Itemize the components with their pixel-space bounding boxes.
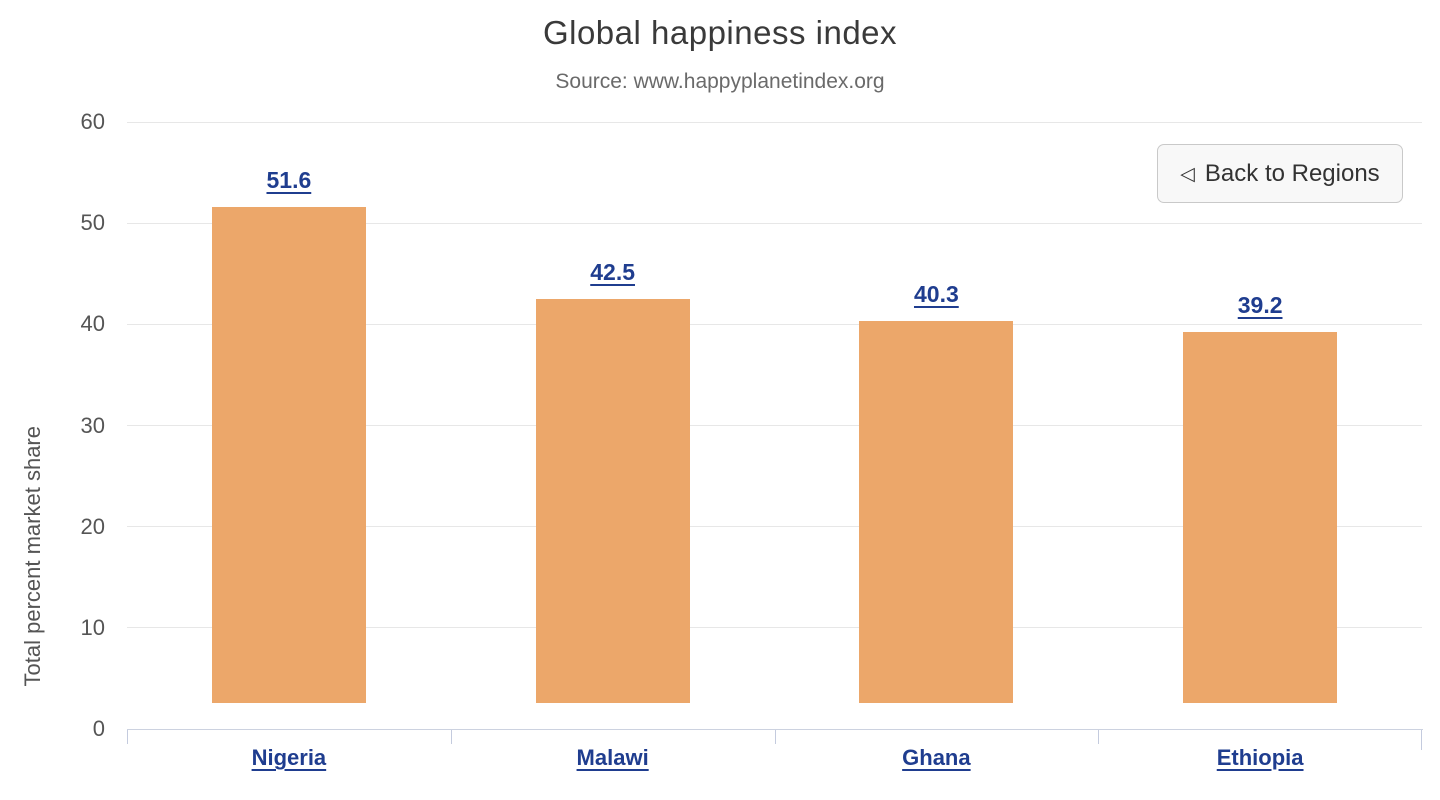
- y-tick-label-40: 40: [80, 311, 105, 337]
- x-axis-tick: [1421, 730, 1422, 750]
- bar-malawi[interactable]: [535, 299, 690, 703]
- chart-subtitle: Source: www.happyplanetindex.org: [555, 70, 885, 93]
- bar-value-label-ghana[interactable]: 40.3: [913, 281, 959, 308]
- y-tick-label-60: 60: [80, 109, 105, 134]
- gridline-30: [127, 425, 1422, 426]
- bar-value-label-malawi[interactable]: 42.5: [590, 259, 635, 286]
- chart-title: Global happiness index: [542, 14, 898, 51]
- y-tick-label-10: 10: [80, 614, 105, 640]
- gridline-60: [127, 121, 1422, 123]
- gridline-20: [127, 526, 1422, 528]
- x-axis-label-ghana[interactable]: Ghana: [902, 745, 971, 770]
- x-axis-band: Nigeria Malawi Ghana Ethiopia: [127, 729, 1423, 777]
- y-axis-tick-labels: 0 10 20 30 40 50 60: [0, 109, 105, 741]
- gridline-40: [127, 323, 1422, 325]
- x-axis-tick: [127, 730, 128, 744]
- x-axis-label-malawi[interactable]: Malawi: [576, 745, 649, 770]
- y-tick-label-50: 50: [80, 210, 105, 236]
- x-axis-tick: [1098, 730, 1100, 744]
- y-tick-label-30: 30: [80, 412, 105, 438]
- x-axis-tick: [450, 730, 452, 744]
- plot-area: 51.6 42.5 40.3 39.2: [127, 121, 1422, 729]
- bar-ghana[interactable]: [859, 321, 1014, 703]
- gridline-50: [127, 222, 1422, 224]
- back-to-regions-button[interactable]: ◁ Back to Regions: [1157, 144, 1403, 203]
- x-axis-tick: [774, 730, 776, 744]
- bar-ethiopia[interactable]: [1183, 332, 1338, 703]
- x-axis-label-nigeria[interactable]: Nigeria: [251, 745, 327, 770]
- back-button-label: Back to Regions: [1204, 159, 1380, 187]
- bar-value-label-nigeria[interactable]: 51.6: [266, 166, 312, 193]
- x-axis-label-ethiopia[interactable]: Ethiopia: [1216, 745, 1304, 770]
- y-tick-label-20: 20: [80, 513, 105, 539]
- back-arrow-icon: ◁: [1180, 164, 1195, 185]
- bar-nigeria[interactable]: [211, 206, 366, 703]
- y-tick-label-0: 0: [92, 716, 105, 741]
- gridline-10: [127, 627, 1422, 629]
- bar-value-label-ethiopia[interactable]: 39.2: [1237, 292, 1283, 319]
